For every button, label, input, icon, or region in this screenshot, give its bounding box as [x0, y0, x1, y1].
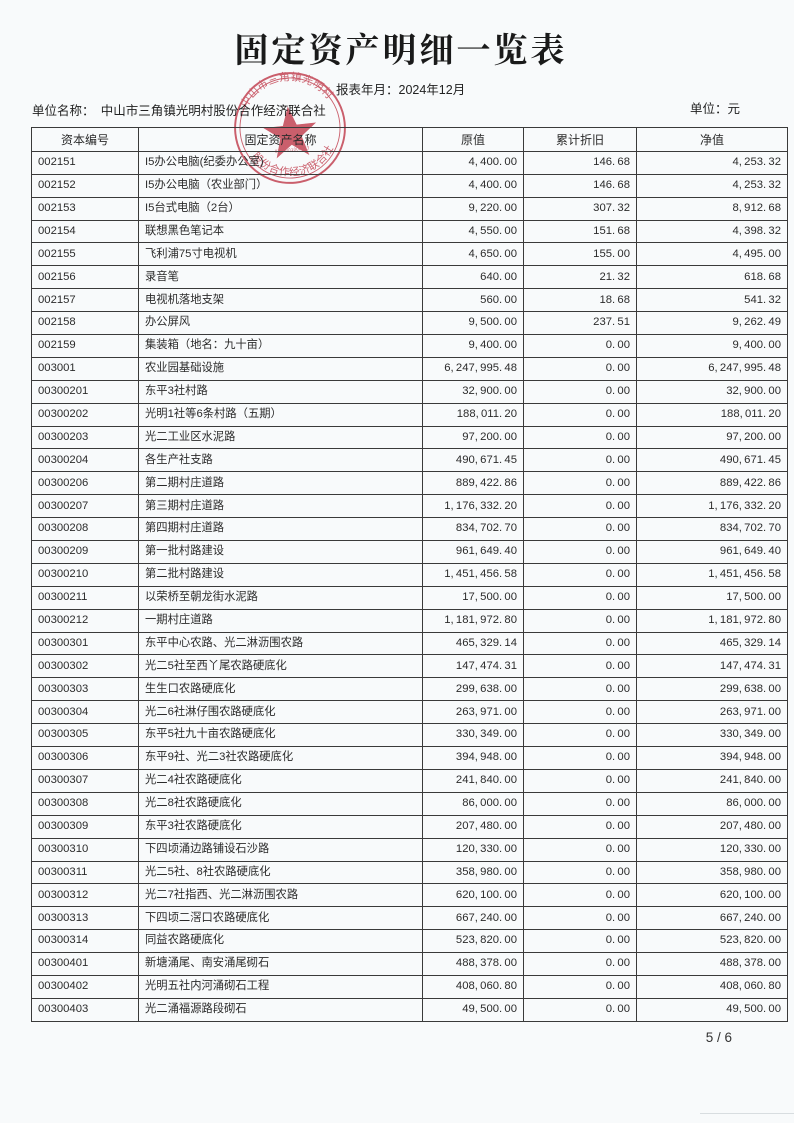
- svg-text:中山市三角镇光明村: 中山市三角镇光明村: [234, 65, 337, 112]
